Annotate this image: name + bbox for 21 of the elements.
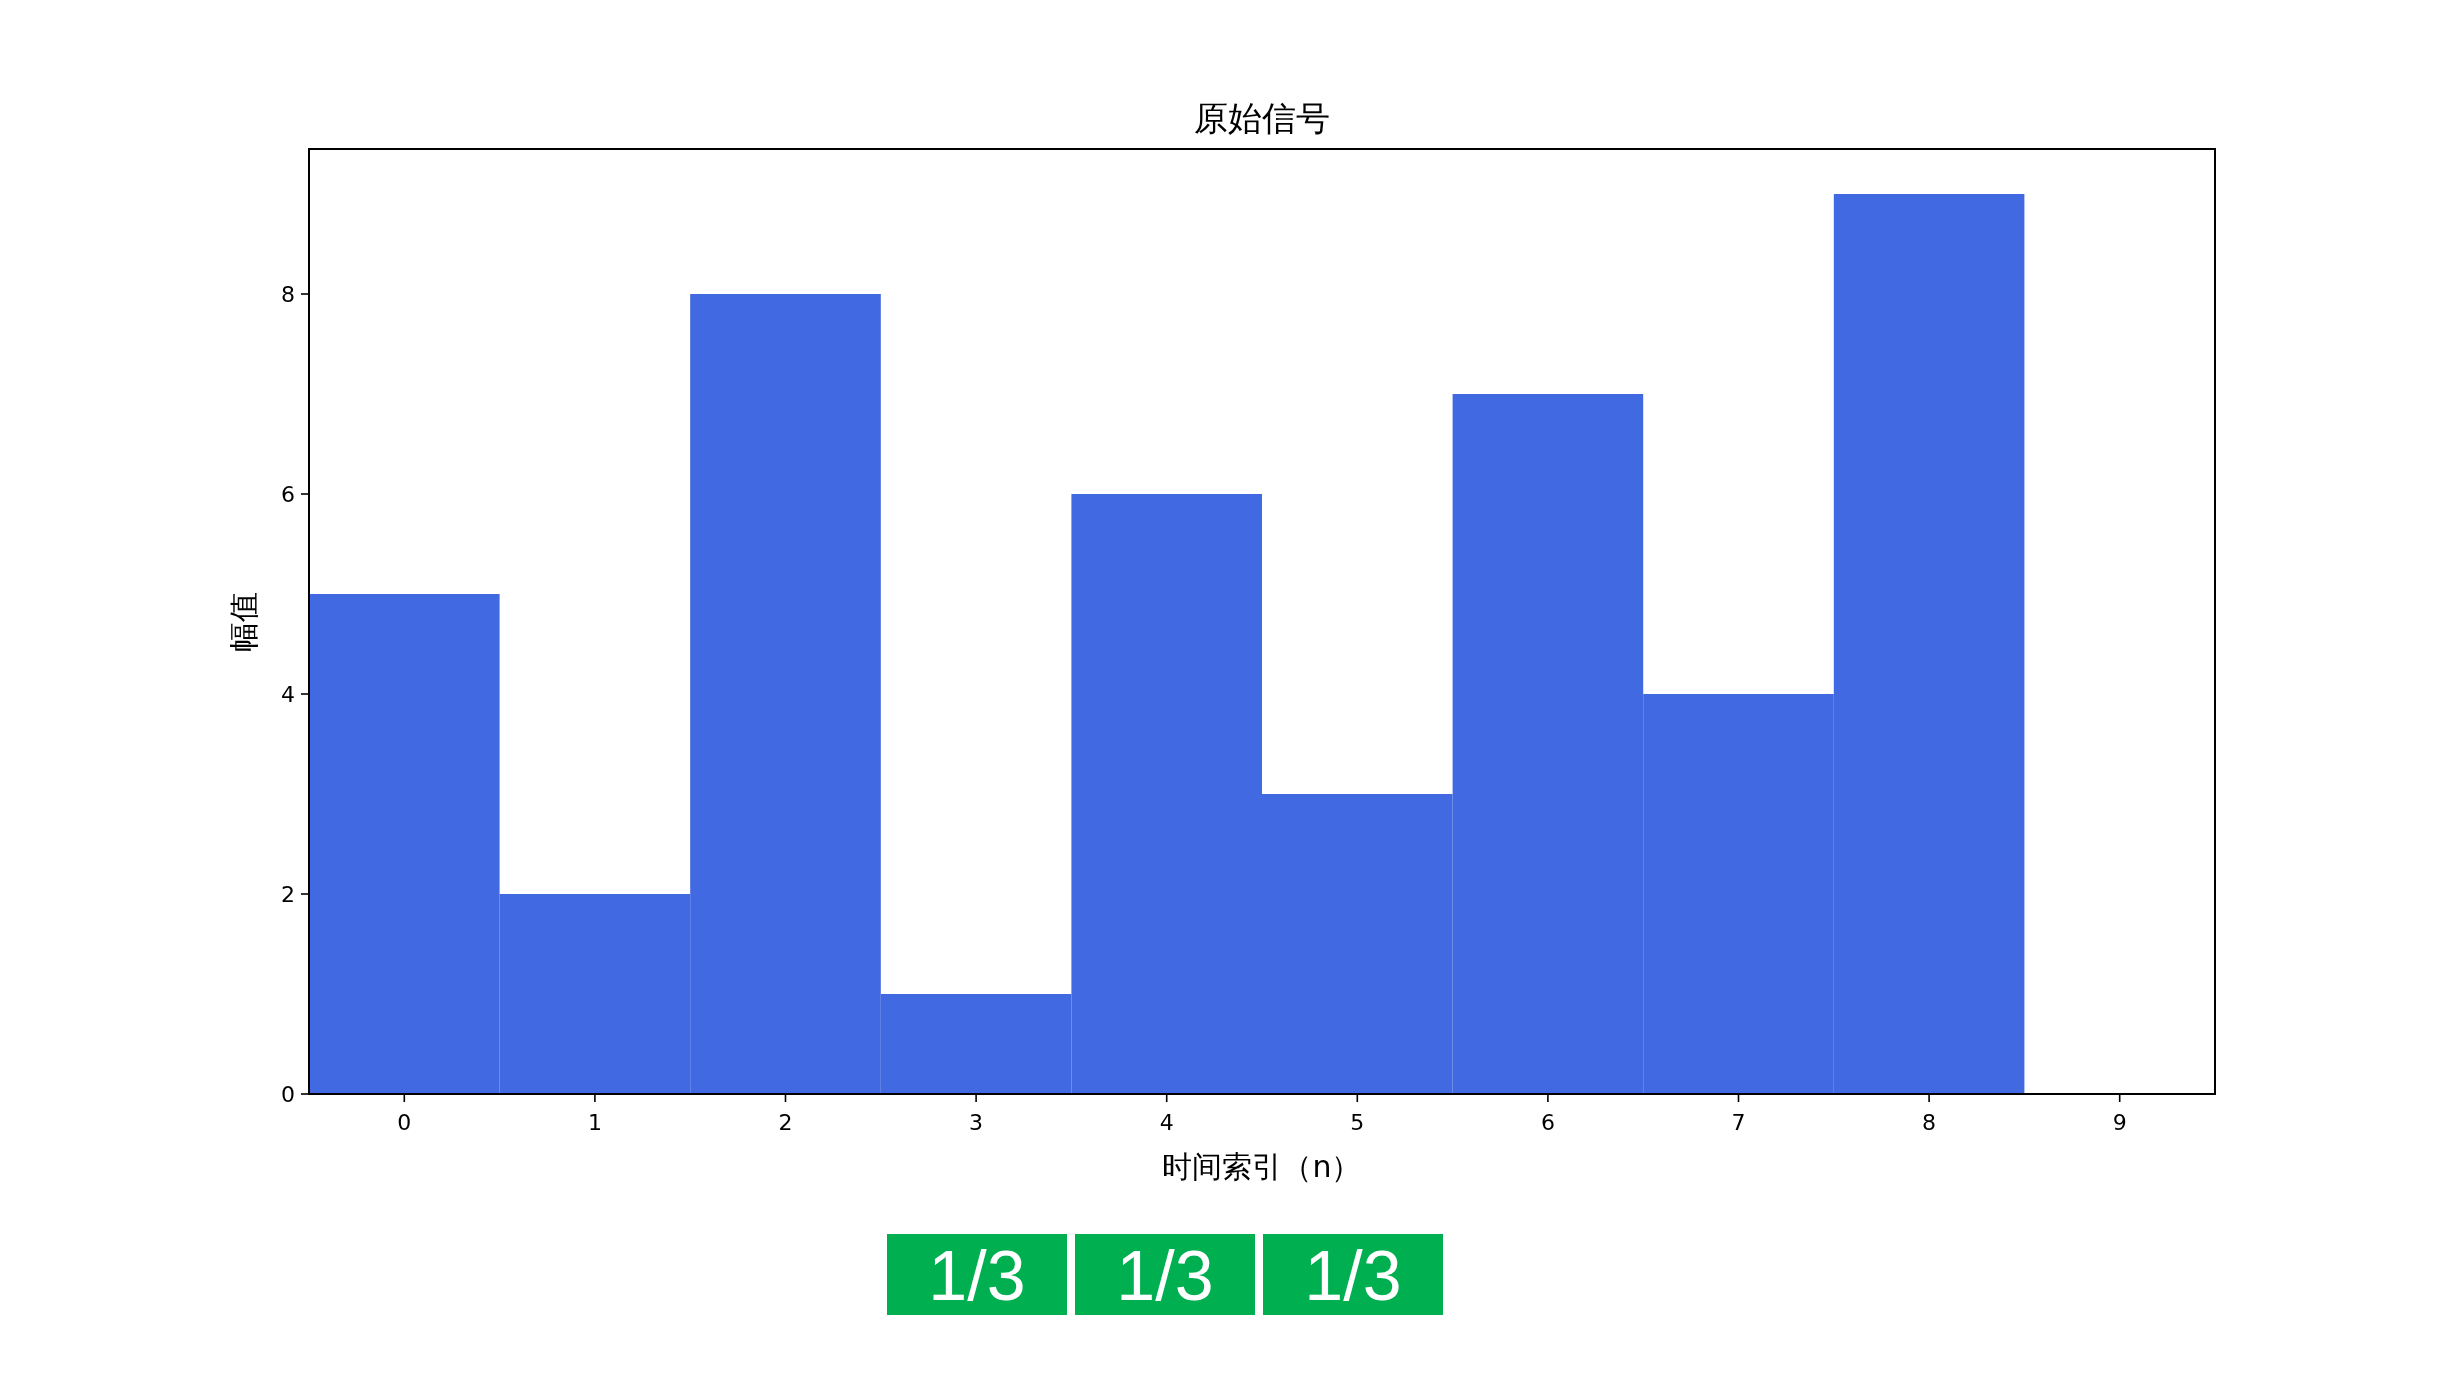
y-tick-label: 8 bbox=[281, 282, 295, 307]
x-tick-label: 0 bbox=[397, 1110, 412, 1135]
x-tick-label: 8 bbox=[1922, 1110, 1937, 1135]
y-axis-title: 幅值 bbox=[226, 591, 261, 652]
x-axis-title: 时间索引（n） bbox=[1162, 1149, 1362, 1184]
x-tick-label: 4 bbox=[1159, 1110, 1174, 1135]
x-tick-label: 7 bbox=[1731, 1110, 1746, 1135]
x-tick-label: 6 bbox=[1540, 1110, 1555, 1135]
x-tick-label: 5 bbox=[1350, 1110, 1365, 1135]
chart-title: 原始信号 bbox=[1194, 98, 1330, 138]
y-tick-label: 4 bbox=[281, 682, 295, 707]
x-tick-label: 2 bbox=[778, 1110, 793, 1135]
y-tick-label: 0 bbox=[281, 1082, 295, 1107]
x-tick-label: 9 bbox=[2112, 1110, 2127, 1135]
y-tick-label: 2 bbox=[281, 882, 295, 907]
x-tick-label: 1 bbox=[587, 1110, 602, 1135]
x-tick-label: 3 bbox=[969, 1110, 984, 1135]
text: 1/3 bbox=[928, 1237, 1026, 1315]
text: 1/3 bbox=[1304, 1237, 1402, 1315]
y-tick-label: 6 bbox=[281, 482, 295, 507]
text: 1/3 bbox=[1116, 1237, 1214, 1315]
